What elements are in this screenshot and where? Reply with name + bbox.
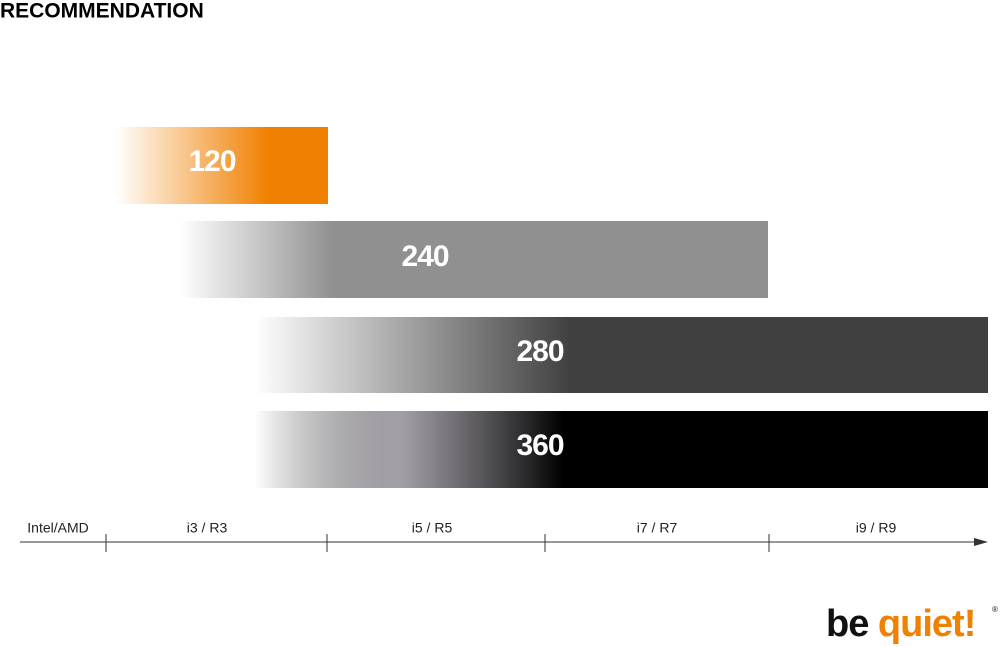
bar [255,317,988,393]
logo-be: be [826,603,868,645]
bar-label: 240 [401,240,448,273]
bar-label: 280 [516,335,563,368]
logo-quiet: quiet! [878,603,975,645]
axis [20,534,978,552]
axis-label: i5 / R5 [412,520,453,536]
bar [115,127,328,204]
logo: be quiet! [826,603,975,645]
axis-label: Intel/AMD [27,520,88,536]
bar-label: 120 [188,145,235,178]
axis-arrow [974,538,988,546]
bar-label: 360 [516,429,563,462]
logo-registered: ® [992,605,998,614]
title: RECOMMENDATION [0,0,204,23]
axis-label: i3 / R3 [187,520,228,536]
bar [255,411,988,488]
bar [180,221,768,298]
axis-label: i7 / R7 [637,520,678,536]
axis-label: i9 / R9 [856,520,897,536]
